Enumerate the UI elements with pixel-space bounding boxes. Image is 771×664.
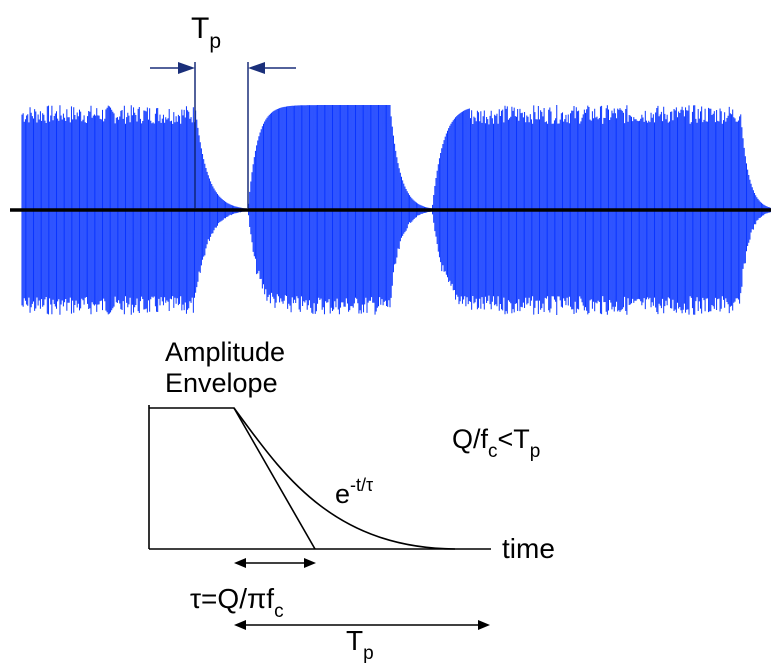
tau-arrow — [234, 558, 316, 568]
envelope-title-line2: Envelope — [165, 368, 278, 398]
bottom-tp-arrowhead-left — [234, 620, 246, 630]
tangent-line — [233, 407, 316, 550]
time-axis-label: time — [502, 533, 555, 564]
tau-arrowhead-left — [234, 558, 246, 568]
decay-label: e-t/τ — [335, 475, 373, 509]
condition-label: Q/fc<Tp — [452, 424, 540, 462]
top-tp-label: Tp — [191, 12, 221, 53]
bottom-tp-label: Tp — [346, 625, 374, 664]
top-tp-marker — [150, 62, 296, 208]
tau-label: τ=Q/πfc — [190, 583, 284, 622]
bottom-tp-arrowhead-right — [478, 620, 490, 630]
tp-left-arrowhead — [178, 62, 195, 74]
tp-right-arrowhead — [248, 62, 265, 74]
bottom-tp-arrow — [234, 620, 490, 630]
tau-arrowhead-right — [304, 558, 316, 568]
envelope-title-line1: Amplitude — [165, 337, 285, 367]
envelope-curve — [149, 407, 456, 550]
